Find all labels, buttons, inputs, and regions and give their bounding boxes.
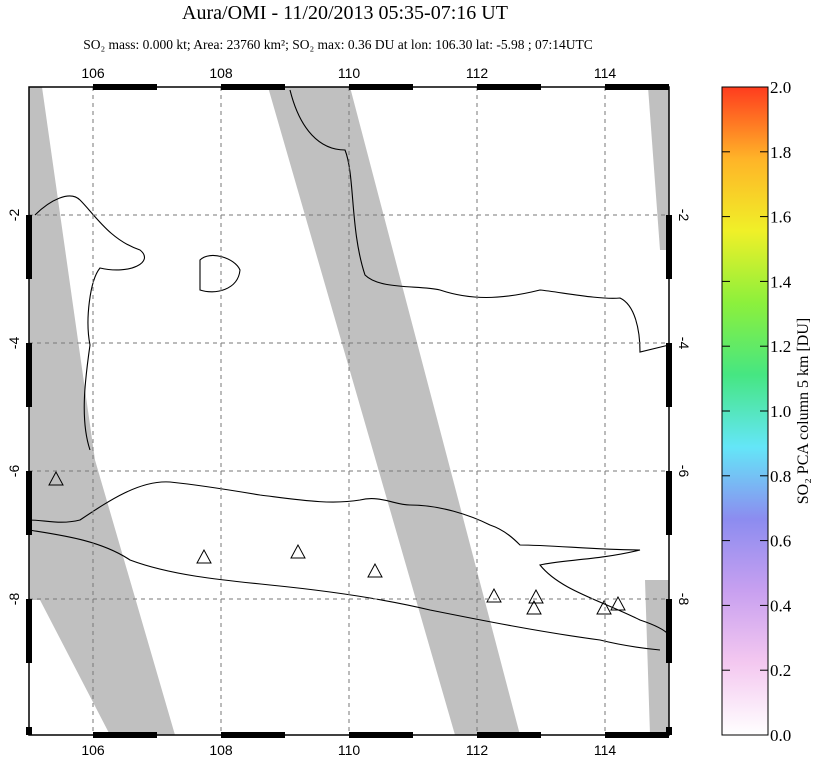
y-tick-label: -8 [676,593,692,606]
frame-bar [93,84,157,90]
y-tick-label: -6 [6,465,22,478]
frame-bar [26,215,32,279]
colorbar-tick-label: 1.4 [770,272,792,291]
volcano [486,587,502,603]
colorbar-label: SO₂ PCA column 5 km [DU] [795,318,812,504]
x-tick-label: 110 [338,742,361,758]
colorbar: SO₂ PCA column 5 km [DU] 0.0 0.2 0.4 0.6 0.8… [721,78,812,745]
coastline [289,89,670,353]
frame-bar [26,343,32,407]
volcano [367,562,383,578]
frame-bar [477,732,541,738]
map [26,84,672,738]
frame-bar [26,471,32,535]
swath-gap [645,580,669,735]
frame-bar [477,84,541,90]
colorbar-tick-label: 0.6 [770,532,791,551]
colorbar-tick-label: 1.6 [770,208,791,227]
frame-bar [26,599,32,663]
colorbar-tick-label: 1.0 [770,402,791,421]
frame-bar [349,84,413,90]
volcano [290,543,306,559]
coastlines [28,89,670,651]
frame-bar [666,727,672,735]
y-tick-label: -2 [6,209,22,222]
coastline [34,195,145,451]
colorbar-tick-label: 0.8 [770,467,791,486]
swath-gap [268,87,520,735]
frame-bar [26,727,32,735]
volcanoes [48,470,626,615]
frame-bar [666,343,672,407]
coastline [199,255,241,293]
colorbar-tick-label: 2.0 [770,78,791,97]
y-tick-label: -4 [6,337,22,350]
volcano [596,599,612,615]
colorbar-tick-label: 1.2 [770,337,791,356]
volcano [526,599,542,615]
frame-bar [605,84,669,90]
y-tick-label: -6 [676,465,692,478]
x-tick-label: 106 [81,65,105,81]
subtitle: SO₂ mass: 0.000 kt; Area: 23760 km²; SO₂… [83,37,593,52]
volcano [610,595,626,611]
x-tick-label: 108 [209,65,233,81]
colorbar-tick-label: 0.4 [770,596,792,615]
title: Aura/OMI - 11/20/2013 05:35-07:16 UT [182,2,508,24]
frame-bar [349,732,413,738]
x-tick-label: 110 [338,65,361,81]
x-tick-label: 112 [466,65,489,81]
swath-gap [648,87,669,250]
swath-gap [29,87,175,735]
x-tick-label: 106 [81,742,105,758]
grid [29,87,669,735]
colorbar-tick-label: 0.0 [770,726,791,745]
coastline [28,481,670,651]
volcano [528,588,544,604]
y-tick-label: -4 [676,337,692,350]
frame-bar [666,471,672,535]
colorbar-tick-label: 0.2 [770,661,791,680]
volcano [48,470,64,486]
y-tick-label: -8 [6,593,22,606]
frame-bars [26,84,672,738]
x-tick-label: 108 [209,742,233,758]
frame-bar [221,732,285,738]
frame-bar [221,84,285,90]
frame-bar [666,599,672,663]
y-tick-label: -2 [676,209,692,222]
colorbar-tick-label: 1.8 [770,143,791,162]
x-tick-label: 114 [594,742,617,758]
volcano [196,548,212,564]
x-tick-label: 114 [594,65,617,81]
frame-bar [605,732,669,738]
frame-bar [93,732,157,738]
x-tick-label: 112 [466,742,489,758]
frame-bar [666,215,672,279]
